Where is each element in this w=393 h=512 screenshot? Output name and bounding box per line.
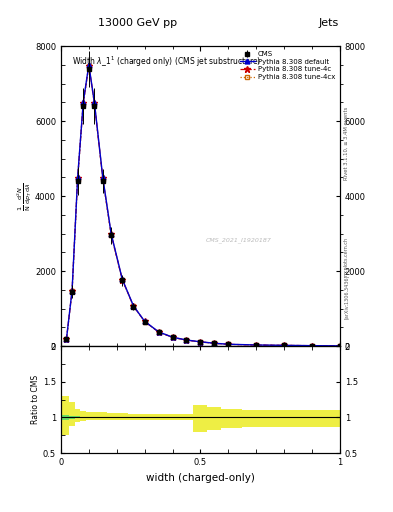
- Pythia 8.308 tune-4c: [86, 62, 91, 69]
- Pythia 8.308 tune-4cx: [226, 342, 231, 348]
- Text: Jets: Jets: [318, 18, 339, 28]
- Pythia 8.308 tune-4c: [120, 276, 125, 283]
- Pythia 8.308 tune-4cx: [131, 303, 136, 309]
- Pythia 8.308 tune-4cx: [156, 329, 161, 335]
- Pythia 8.308 tune-4c: [131, 303, 136, 309]
- Pythia 8.308 default: [338, 343, 342, 349]
- Text: 13000 GeV pp: 13000 GeV pp: [98, 18, 177, 28]
- Pythia 8.308 tune-4c: [226, 341, 231, 347]
- Pythia 8.308 tune-4c: [310, 343, 314, 349]
- Pythia 8.308 tune-4cx: [254, 342, 259, 348]
- Pythia 8.308 default: [101, 174, 105, 180]
- Pythia 8.308 tune-4cx: [109, 232, 114, 238]
- Pythia 8.308 default: [310, 343, 314, 349]
- Pythia 8.308 default: [70, 287, 74, 293]
- Pythia 8.308 tune-4cx: [198, 339, 203, 345]
- Pythia 8.308 default: [86, 62, 91, 68]
- Pythia 8.308 default: [212, 340, 217, 346]
- Pythia 8.308 default: [198, 339, 203, 345]
- Pythia 8.308 default: [109, 230, 114, 237]
- Pythia 8.308 tune-4cx: [70, 288, 74, 294]
- Pythia 8.308 tune-4cx: [64, 336, 69, 342]
- Pythia 8.308 tune-4c: [254, 342, 259, 348]
- Pythia 8.308 tune-4c: [64, 336, 69, 342]
- Line: Pythia 8.308 default: Pythia 8.308 default: [64, 62, 342, 348]
- Pythia 8.308 tune-4cx: [184, 337, 189, 343]
- Line: Pythia 8.308 tune-4cx: Pythia 8.308 tune-4cx: [64, 64, 342, 348]
- Line: Pythia 8.308 tune-4c: Pythia 8.308 tune-4c: [63, 62, 343, 349]
- Pythia 8.308 tune-4c: [70, 288, 74, 294]
- Pythia 8.308 tune-4cx: [310, 343, 314, 349]
- Pythia 8.308 tune-4c: [198, 339, 203, 345]
- Pythia 8.308 default: [120, 276, 125, 282]
- Pythia 8.308 tune-4c: [184, 337, 189, 343]
- Pythia 8.308 tune-4c: [75, 175, 80, 181]
- Pythia 8.308 tune-4cx: [142, 318, 147, 325]
- Y-axis label: $\frac{1}{\mathrm{N}}\,\frac{\mathrm{d}^2N}{\mathrm{d}p_T\,\mathrm{d}\lambda}$: $\frac{1}{\mathrm{N}}\,\frac{\mathrm{d}^…: [15, 182, 33, 210]
- Pythia 8.308 default: [131, 303, 136, 309]
- Text: Rivet 3.1.10, ≥ 3.4M events: Rivet 3.1.10, ≥ 3.4M events: [344, 106, 349, 180]
- Pythia 8.308 tune-4cx: [101, 176, 105, 182]
- Pythia 8.308 default: [156, 329, 161, 335]
- Pythia 8.308 tune-4c: [92, 100, 97, 106]
- Pythia 8.308 default: [64, 336, 69, 342]
- Pythia 8.308 default: [142, 318, 147, 324]
- Pythia 8.308 default: [75, 174, 80, 180]
- Pythia 8.308 tune-4c: [101, 175, 105, 181]
- Text: [arXiv:1306.3436]: [arXiv:1306.3436]: [344, 275, 349, 319]
- Pythia 8.308 tune-4c: [170, 334, 175, 340]
- Pythia 8.308 tune-4cx: [120, 277, 125, 283]
- Pythia 8.308 default: [282, 342, 286, 348]
- Y-axis label: Ratio to CMS: Ratio to CMS: [31, 375, 40, 424]
- Legend: CMS, Pythia 8.308 default, Pythia 8.308 tune-4c, Pythia 8.308 tune-4cx: CMS, Pythia 8.308 default, Pythia 8.308 …: [238, 50, 336, 81]
- Pythia 8.308 tune-4cx: [81, 101, 86, 107]
- Pythia 8.308 default: [170, 334, 175, 340]
- Pythia 8.308 tune-4c: [81, 100, 86, 106]
- Pythia 8.308 tune-4cx: [86, 63, 91, 70]
- Pythia 8.308 tune-4cx: [212, 340, 217, 347]
- Pythia 8.308 tune-4cx: [75, 176, 80, 182]
- Pythia 8.308 tune-4cx: [282, 343, 286, 349]
- Text: CMS_2021_I1920187: CMS_2021_I1920187: [206, 237, 272, 243]
- Pythia 8.308 default: [184, 337, 189, 343]
- Pythia 8.308 tune-4cx: [92, 101, 97, 107]
- Pythia 8.308 tune-4c: [338, 343, 342, 349]
- Pythia 8.308 tune-4c: [156, 329, 161, 335]
- Text: mcplots.cern.ch: mcplots.cern.ch: [344, 237, 349, 275]
- Pythia 8.308 default: [226, 341, 231, 347]
- Pythia 8.308 tune-4c: [109, 231, 114, 238]
- X-axis label: width (charged-only): width (charged-only): [146, 473, 255, 482]
- Pythia 8.308 tune-4cx: [338, 343, 342, 349]
- Pythia 8.308 tune-4cx: [170, 334, 175, 340]
- Pythia 8.308 default: [254, 342, 259, 348]
- Text: Width $\lambda\_1^1$ (charged only) (CMS jet substructure): Width $\lambda\_1^1$ (charged only) (CMS…: [72, 55, 262, 70]
- Pythia 8.308 default: [81, 99, 86, 105]
- Pythia 8.308 tune-4c: [282, 343, 286, 349]
- Pythia 8.308 tune-4c: [142, 318, 147, 325]
- Pythia 8.308 tune-4c: [212, 340, 217, 347]
- Pythia 8.308 default: [92, 99, 97, 105]
